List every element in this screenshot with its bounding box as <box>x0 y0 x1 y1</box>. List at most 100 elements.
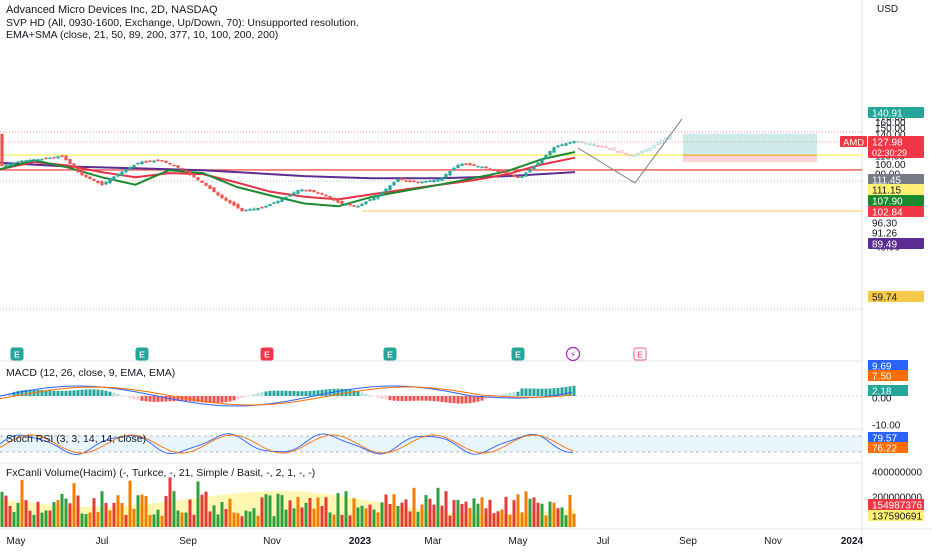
candle-body <box>69 159 72 163</box>
candle-body <box>649 148 652 151</box>
candle-body <box>293 193 296 195</box>
macd-bar <box>313 391 316 396</box>
candle-body <box>297 190 300 193</box>
macd-bar <box>277 391 280 396</box>
candle-body <box>597 145 600 146</box>
macd-bar <box>57 391 60 396</box>
volume-bar <box>341 515 344 527</box>
macd-bar <box>533 389 536 396</box>
candle-body <box>261 207 264 208</box>
macd-bar <box>401 396 404 401</box>
x-tick-label: Jul <box>96 536 109 547</box>
volume-bar <box>349 515 352 527</box>
price-label: 107.90 <box>872 197 903 208</box>
macd-bar <box>49 391 52 396</box>
candle-body <box>493 170 496 171</box>
macd-bar <box>361 393 364 396</box>
candle-body <box>633 155 636 156</box>
volume-bar <box>141 495 144 527</box>
volume-bar <box>97 512 100 527</box>
macd-bar <box>473 396 476 402</box>
candle-body <box>89 177 92 179</box>
macd-bar <box>105 391 108 396</box>
candle-body <box>45 158 48 159</box>
candle-body <box>517 177 520 178</box>
candle-body <box>353 206 356 207</box>
candle-body <box>249 209 252 210</box>
volume-bar <box>493 513 496 527</box>
macd-bar <box>233 396 236 400</box>
volume-bar <box>545 516 548 527</box>
volume-legend: FxCanli Volume(Hacim) (-, Turkce, -, 21,… <box>6 467 315 479</box>
candle-body <box>93 179 96 180</box>
macd-bar <box>237 396 240 399</box>
candle-body <box>657 143 660 145</box>
volume-bar <box>457 500 460 527</box>
volume-bar <box>105 503 108 527</box>
macd-bar <box>421 396 424 401</box>
candle-body <box>21 161 24 162</box>
macd-bar <box>521 388 524 396</box>
candle-body <box>241 208 244 211</box>
candle-body <box>377 195 380 198</box>
macd-bar <box>565 387 568 396</box>
volume-bar <box>29 511 32 527</box>
candle-body <box>545 155 548 158</box>
ema50-line <box>0 158 575 200</box>
candle-body <box>149 161 152 162</box>
volume-bar <box>281 495 284 527</box>
candle-body <box>625 153 628 154</box>
volume-bar <box>525 491 528 527</box>
macd-bar <box>417 396 420 401</box>
volume-bar <box>305 503 308 527</box>
volume-bar <box>61 494 64 527</box>
volume-bar <box>241 516 244 527</box>
volume-bar <box>9 506 12 527</box>
volume-bar <box>93 498 96 527</box>
macd-bar <box>433 396 436 401</box>
volume-bar <box>117 495 120 527</box>
price-label: 102.84 <box>872 208 903 219</box>
macd-bar <box>301 391 304 396</box>
candle-body <box>245 210 248 211</box>
earnings-marker-label: E <box>637 350 643 360</box>
macd-bar <box>113 393 116 396</box>
volume-bar <box>133 509 136 527</box>
macd-bar <box>385 396 388 400</box>
volume-bar <box>425 495 428 527</box>
volume-bar <box>477 504 480 527</box>
volume-bar <box>517 494 520 527</box>
volume-bar <box>509 515 512 527</box>
macd-bar <box>525 388 528 396</box>
volume-bar <box>461 504 464 527</box>
macd-bar <box>117 394 120 396</box>
macd-bar <box>405 396 408 401</box>
macd-bar <box>381 396 384 399</box>
macd-bar <box>545 389 548 396</box>
macd-bar <box>81 390 84 396</box>
candle-body <box>605 147 608 148</box>
volume-axis-label: 154987376 <box>872 501 922 512</box>
macd-bar <box>285 391 288 396</box>
volume-bar <box>385 494 388 527</box>
macd-bar <box>225 396 228 402</box>
candle-body <box>413 181 416 182</box>
macd-bar <box>389 396 392 400</box>
position-target-zone <box>683 134 817 155</box>
macd-bar <box>221 396 224 403</box>
macd-bar <box>121 395 124 396</box>
candle-body <box>225 198 228 200</box>
volume-bar <box>181 513 184 527</box>
candle-body <box>285 197 288 198</box>
macd-bar <box>149 396 152 402</box>
macd-bar <box>509 393 512 396</box>
candle-body <box>457 165 460 168</box>
macd-bar <box>397 396 400 401</box>
candle-body <box>449 171 452 175</box>
volume-bar <box>549 502 552 527</box>
volume-bar <box>541 504 544 527</box>
volume-bar <box>513 500 516 527</box>
price-label: 140.91 <box>872 109 903 120</box>
candle-body <box>289 195 292 197</box>
candle-body <box>153 161 156 162</box>
